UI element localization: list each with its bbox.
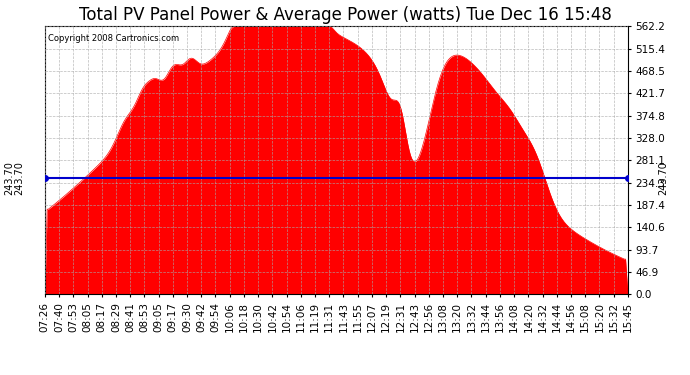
Text: Copyright 2008 Cartronics.com: Copyright 2008 Cartronics.com (48, 34, 179, 43)
Text: 243.70: 243.70 (658, 161, 669, 195)
Text: Total PV Panel Power & Average Power (watts) Tue Dec 16 15:48: Total PV Panel Power & Average Power (wa… (79, 6, 611, 24)
Text: 243.70: 243.70 (14, 161, 24, 195)
Text: 243.70: 243.70 (4, 161, 14, 195)
